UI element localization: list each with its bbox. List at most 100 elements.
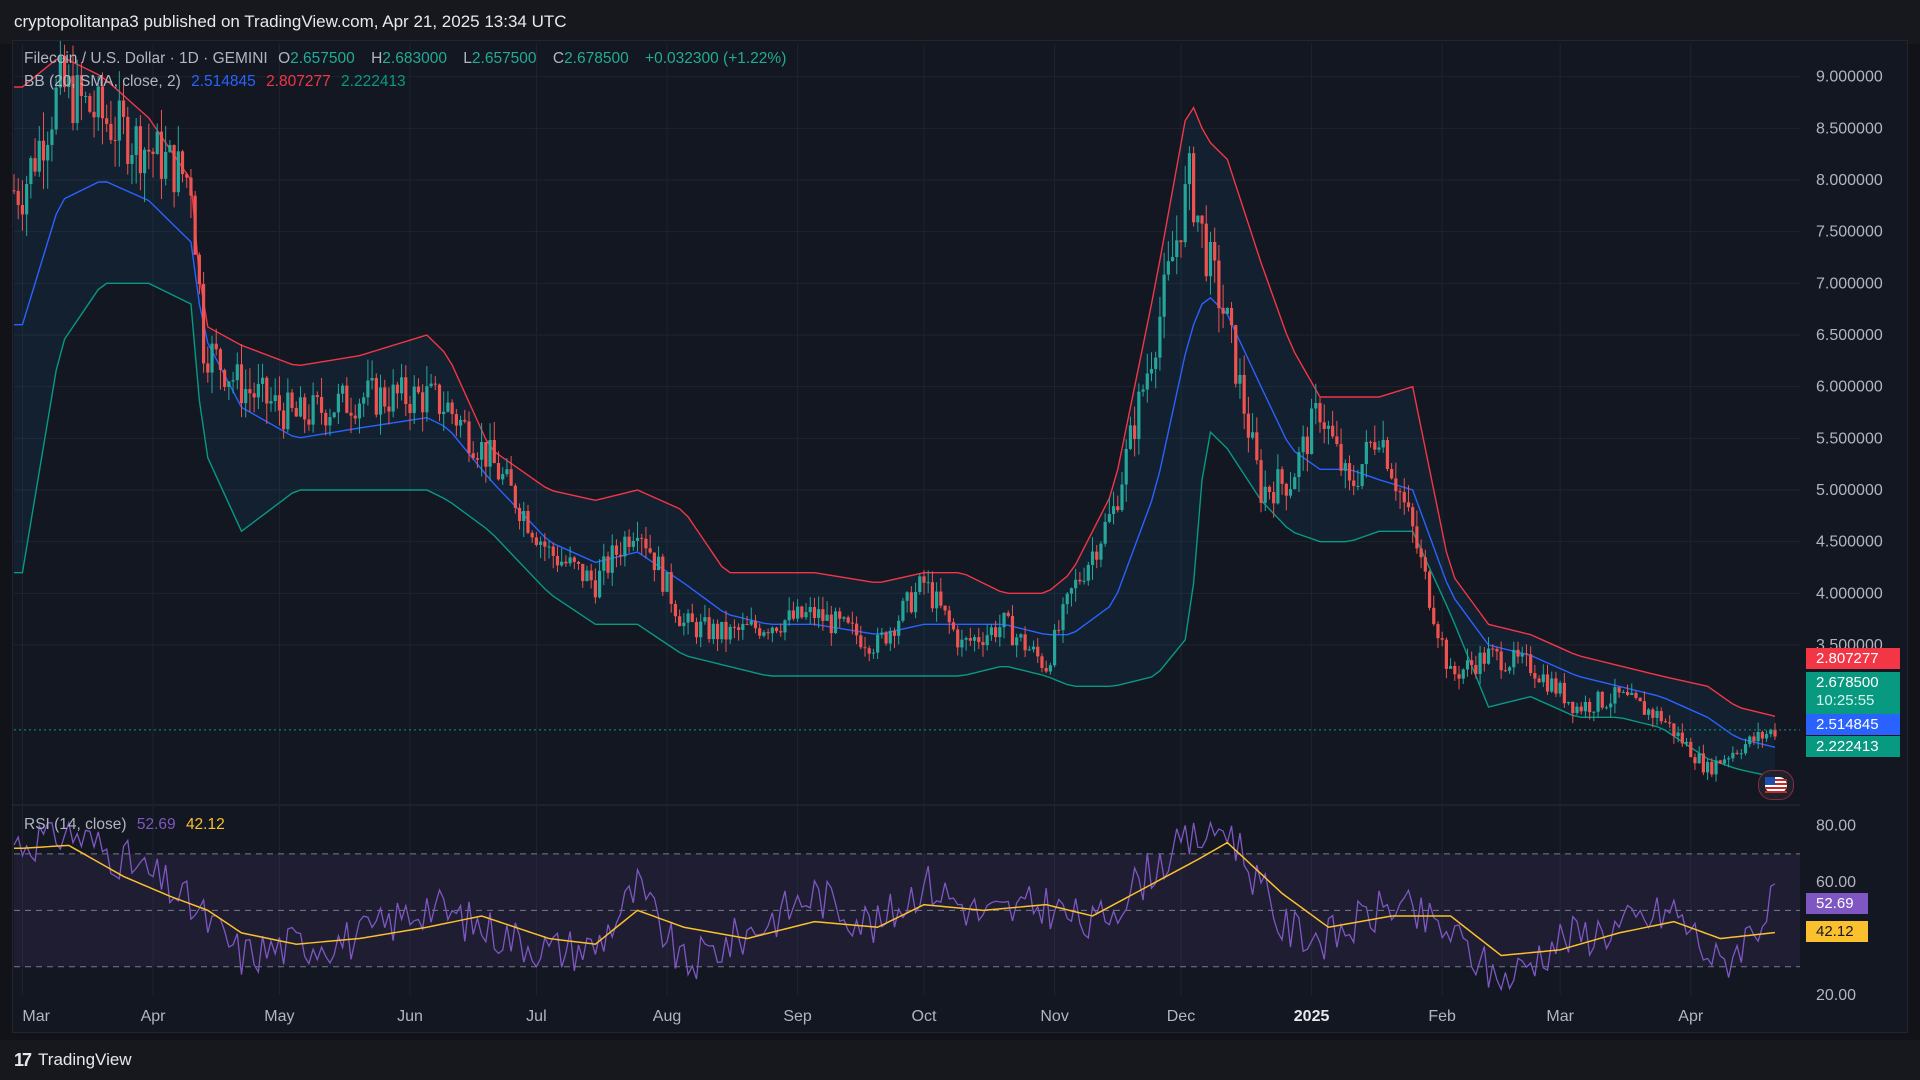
candle-body	[442, 411, 446, 415]
candle-body	[1162, 274, 1166, 317]
candle-body	[1562, 682, 1566, 704]
candle-body	[1259, 460, 1263, 503]
candle-body	[555, 555, 560, 566]
candle-body	[1461, 669, 1465, 679]
price-tick-label: 9.000000	[1816, 69, 1883, 86]
candle-body	[930, 582, 935, 609]
candle-body	[75, 75, 79, 124]
symbol-title[interactable]: Filecoin / U.S. Dollar · 1D · GEMINI	[24, 50, 268, 67]
candle-body	[876, 634, 880, 653]
candle-body	[804, 612, 808, 618]
candle-body	[1010, 615, 1015, 646]
candle-body	[147, 149, 151, 152]
candle-body	[501, 474, 505, 480]
time-tick-label: Aug	[653, 1008, 681, 1025]
candle-body	[421, 392, 425, 413]
candle-body	[1124, 448, 1128, 485]
candle-body	[783, 620, 787, 633]
candle-body	[842, 617, 846, 619]
candle-body	[669, 572, 673, 605]
candle-body	[597, 570, 602, 598]
candle-body	[1600, 691, 1604, 708]
candle-body	[290, 392, 294, 408]
bar-countdown: 10:25:55	[1816, 692, 1875, 709]
candle-body	[282, 410, 286, 430]
candle-body	[1470, 660, 1474, 665]
candle-body	[488, 440, 492, 467]
candle-body	[728, 626, 732, 640]
publisher-bar: cryptopolitanpa3 published on TradingVie…	[0, 0, 1920, 44]
candle-body	[1419, 548, 1423, 558]
candle-body	[623, 536, 627, 557]
candle-body	[16, 190, 20, 205]
candle-body	[71, 75, 75, 124]
candle-body	[1507, 667, 1512, 671]
candle-body	[484, 442, 488, 467]
tradingview-logo-icon[interactable]: 17	[14, 1049, 32, 1070]
candle-body	[311, 395, 315, 425]
candle-body	[968, 638, 972, 641]
candle-body	[829, 614, 833, 634]
candle-body	[1272, 491, 1276, 504]
candle-body	[298, 397, 303, 417]
open-label: O	[278, 50, 291, 67]
candle-body	[1491, 648, 1495, 650]
candle-body	[977, 637, 981, 643]
candle-body	[227, 381, 231, 387]
candle-body	[1204, 223, 1208, 277]
candle-body	[539, 541, 543, 545]
candle-body	[905, 592, 909, 601]
low-value: 2.657500	[471, 50, 537, 67]
bb-title[interactable]: BB (20, SMA, close, 2)	[24, 73, 181, 90]
candle-body	[235, 364, 239, 381]
candle-body	[1381, 440, 1385, 448]
time-tick-label: Apr	[1678, 1008, 1704, 1025]
high-value: 2.683000	[382, 50, 447, 67]
candle-body	[185, 174, 189, 178]
us-flag-icon[interactable]	[1758, 770, 1794, 800]
candle-body	[690, 613, 694, 622]
candle-body	[1550, 678, 1554, 692]
candle-body	[1284, 483, 1288, 496]
candle-body	[547, 546, 551, 548]
candle-body	[1390, 469, 1394, 479]
candle-body	[425, 386, 429, 413]
candle-body	[1503, 670, 1507, 672]
candle-body	[1427, 571, 1432, 608]
candle-body	[1411, 507, 1415, 527]
candle-body	[1170, 257, 1175, 262]
candle-body	[1444, 639, 1448, 669]
price-tick-label: 7.500000	[1816, 224, 1883, 241]
candle-body	[197, 254, 201, 285]
candle-body	[926, 582, 930, 584]
brand-name[interactable]: TradingView	[38, 1050, 132, 1069]
candle-body	[168, 145, 172, 152]
candle-body	[201, 284, 206, 364]
candle-body	[1335, 436, 1339, 445]
candle-body	[138, 126, 142, 174]
candle-body	[762, 632, 766, 636]
candle-body	[825, 614, 829, 621]
candle-body	[560, 561, 564, 566]
chart-frame[interactable]	[12, 40, 1908, 1033]
time-tick-label: Mar	[1546, 1008, 1574, 1025]
flag-glyph-icon	[1765, 777, 1787, 793]
rsi-title[interactable]: RSI (14, close)	[24, 816, 127, 833]
candle-body	[1015, 637, 1019, 646]
candle-body	[922, 576, 926, 583]
candle-body	[1457, 674, 1461, 679]
candle-body	[551, 546, 555, 556]
candle-body	[935, 591, 939, 609]
candle-body	[678, 616, 682, 627]
candle-body	[383, 387, 387, 407]
candle-body	[1187, 153, 1192, 185]
candle-body	[1031, 646, 1036, 650]
candle-body	[652, 552, 656, 571]
candle-body	[1453, 666, 1457, 675]
candle-body	[821, 609, 825, 621]
candle-body	[88, 95, 92, 112]
candle-body	[796, 606, 800, 619]
time-tick-label: May	[264, 1008, 294, 1025]
candle-body	[1175, 240, 1179, 258]
